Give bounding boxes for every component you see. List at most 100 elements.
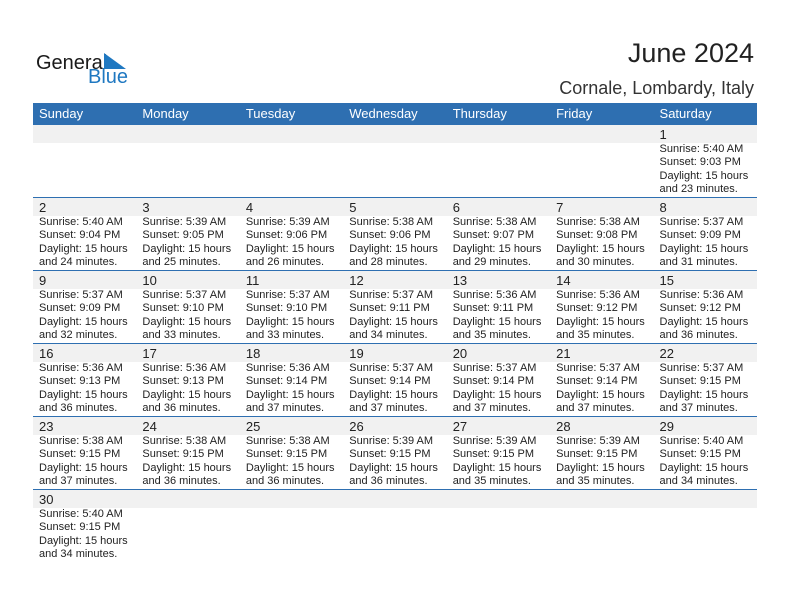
daylight-text: Daylight: 15 hours bbox=[245, 461, 335, 474]
weekday-wednesday: Wednesday bbox=[349, 106, 418, 121]
sunset-text: Sunset: 9:06 PM bbox=[245, 229, 328, 242]
daylight-text: Daylight: 15 hours bbox=[142, 242, 232, 255]
daylight-text: Daylight: 15 hours bbox=[452, 315, 542, 328]
day-cell: 3 Sunrise: 5:39 AM Sunset: 9:05 PM Daylight… bbox=[136, 198, 239, 270]
logo: General Blue bbox=[36, 50, 136, 90]
sunrise-text: Sunrise: 5:37 AM bbox=[245, 289, 330, 301]
sunrise-text: Sunrise: 5:39 AM bbox=[245, 216, 330, 228]
sunrise-text: Sunrise: 5:37 AM bbox=[659, 216, 744, 228]
daylight-minutes-text: and 24 minutes. bbox=[39, 256, 118, 269]
day-number: 21 bbox=[556, 346, 571, 361]
daylight-minutes-text: and 26 minutes. bbox=[245, 256, 325, 269]
day-cell: 21 Sunrise: 5:37 AM Sunset: 9:14 PM Dayligh… bbox=[550, 344, 653, 416]
day-number: 13 bbox=[452, 273, 468, 288]
sunrise-text: Sunrise: 5:37 AM bbox=[452, 362, 537, 374]
day-cell: 12 Sunrise: 5:37 AM Sunset: 9:11 PM Dayligh… bbox=[343, 271, 446, 343]
daylight-minutes-text: and 36 minutes. bbox=[659, 329, 738, 342]
sunrise-text: Sunrise: 5:39 AM bbox=[556, 435, 640, 447]
daylight-text: Daylight: 15 hours bbox=[142, 388, 232, 401]
daylight-minutes-text: and 35 minutes. bbox=[452, 475, 531, 488]
location-subtitle: Cornale, Lombardy, Italy bbox=[559, 78, 754, 98]
sunset-text: Sunset: 9:10 PM bbox=[245, 302, 328, 315]
day-number: 23 bbox=[39, 419, 54, 434]
daylight-minutes-text: and 37 minutes. bbox=[659, 402, 738, 415]
sunset-text: Sunset: 9:06 PM bbox=[349, 229, 431, 242]
daylight-minutes-text: and 36 minutes. bbox=[142, 475, 221, 488]
empty-cell bbox=[550, 490, 653, 563]
sunset-text: Sunset: 9:03 PM bbox=[659, 156, 741, 169]
sunset-text: Sunset: 9:08 PM bbox=[556, 229, 638, 242]
sunset-text: Sunset: 9:04 PM bbox=[39, 229, 121, 242]
daylight-minutes-text: and 34 minutes. bbox=[659, 475, 738, 488]
day-number: 29 bbox=[659, 419, 674, 434]
sunset-text: Sunset: 9:15 PM bbox=[452, 448, 535, 461]
sunrise-text: Sunrise: 5:37 AM bbox=[349, 289, 434, 301]
sunset-text: Sunset: 9:15 PM bbox=[39, 521, 121, 534]
day-number: 9 bbox=[39, 273, 47, 288]
sunrise-text: Sunrise: 5:38 AM bbox=[556, 216, 640, 228]
day-cell: 2 Sunrise: 5:40 AM Sunset: 9:04 PM Daylight… bbox=[33, 198, 136, 270]
sunset-text: Sunset: 9:11 PM bbox=[349, 302, 430, 315]
day-cell: 9 Sunrise: 5:37 AM Sunset: 9:09 PM Daylight… bbox=[33, 271, 136, 343]
day-number: 30 bbox=[39, 492, 54, 507]
daylight-minutes-text: and 36 minutes. bbox=[142, 402, 221, 415]
week-row: 2 Sunrise: 5:40 AM Sunset: 9:04 PM Daylight… bbox=[33, 198, 757, 271]
day-cell: 13 Sunrise: 5:36 AM Sunset: 9:11 PM Dayligh… bbox=[447, 271, 550, 343]
sunset-text: Sunset: 9:15 PM bbox=[349, 448, 431, 461]
sunrise-text: Sunrise: 5:36 AM bbox=[659, 289, 744, 301]
daylight-minutes-text: and 34 minutes. bbox=[39, 548, 118, 561]
day-cell: 24 Sunrise: 5:38 AM Sunset: 9:15 PM Dayligh… bbox=[136, 417, 239, 489]
day-cell: 8 Sunrise: 5:37 AM Sunset: 9:09 PM Daylight… bbox=[654, 198, 757, 270]
day-number: 5 bbox=[349, 200, 357, 215]
day-cell: 30 Sunrise: 5:40 AM Sunset: 9:15 PM Dayligh… bbox=[33, 490, 136, 563]
day-number: 17 bbox=[142, 346, 157, 361]
daylight-text: Daylight: 15 hours bbox=[556, 461, 645, 474]
sunset-text: Sunset: 9:15 PM bbox=[659, 375, 741, 388]
day-cell: 6 Sunrise: 5:38 AM Sunset: 9:07 PM Daylight… bbox=[447, 198, 550, 270]
sunset-text: Sunset: 9:14 PM bbox=[245, 375, 328, 388]
daylight-text: Daylight: 15 hours bbox=[39, 388, 128, 401]
day-cell: 18 Sunrise: 5:36 AM Sunset: 9:14 PM Dayligh… bbox=[240, 344, 343, 416]
day-cell: 22 Sunrise: 5:37 AM Sunset: 9:15 PM Dayligh… bbox=[654, 344, 757, 416]
daylight-text: Daylight: 15 hours bbox=[349, 315, 438, 328]
logo-triangle-icon bbox=[104, 53, 126, 69]
sunset-text: Sunset: 9:15 PM bbox=[659, 448, 741, 461]
day-cell: 28 Sunrise: 5:39 AM Sunset: 9:15 PM Dayligh… bbox=[550, 417, 653, 489]
empty-cell bbox=[343, 125, 446, 197]
sunrise-text: Sunrise: 5:38 AM bbox=[142, 435, 227, 447]
daylight-minutes-text: and 36 minutes. bbox=[349, 475, 428, 488]
weekday-header: Sunday Monday Tuesday Wednesday Thursday Frid… bbox=[33, 103, 757, 125]
sunrise-text: Sunrise: 5:36 AM bbox=[452, 289, 537, 301]
sunset-text: Sunset: 9:05 PM bbox=[142, 229, 224, 242]
day-number: 1 bbox=[659, 127, 667, 142]
daylight-minutes-text: and 35 minutes. bbox=[452, 329, 531, 342]
daylight-text: Daylight: 15 hours bbox=[245, 315, 335, 328]
sunrise-text: Sunrise: 5:40 AM bbox=[659, 435, 744, 447]
daylight-text: Daylight: 15 hours bbox=[659, 169, 749, 182]
sunset-text: Sunset: 9:07 PM bbox=[452, 229, 535, 242]
empty-cell bbox=[550, 125, 653, 197]
sunset-text: Sunset: 9:14 PM bbox=[556, 375, 638, 388]
sunrise-text: Sunrise: 5:37 AM bbox=[659, 362, 744, 374]
daylight-text: Daylight: 15 hours bbox=[349, 388, 438, 401]
day-number: 8 bbox=[659, 200, 667, 215]
day-cell: 25 Sunrise: 5:38 AM Sunset: 9:15 PM Dayligh… bbox=[240, 417, 343, 489]
daylight-minutes-text: and 36 minutes. bbox=[39, 402, 118, 415]
day-number: 22 bbox=[659, 346, 674, 361]
weekday-tuesday: Tuesday bbox=[245, 106, 296, 121]
daylight-text: Daylight: 15 hours bbox=[659, 315, 749, 328]
sunrise-text: Sunrise: 5:38 AM bbox=[349, 216, 434, 228]
sunset-text: Sunset: 9:15 PM bbox=[142, 448, 224, 461]
day-cell: 19 Sunrise: 5:37 AM Sunset: 9:14 PM Dayligh… bbox=[343, 344, 446, 416]
empty-cell bbox=[654, 490, 757, 563]
sunrise-text: Sunrise: 5:40 AM bbox=[39, 508, 123, 520]
sunset-text: Sunset: 9:14 PM bbox=[349, 375, 431, 388]
day-cell: 23 Sunrise: 5:38 AM Sunset: 9:15 PM Dayligh… bbox=[33, 417, 136, 489]
sunrise-text: Sunrise: 5:37 AM bbox=[556, 362, 640, 374]
empty-cell bbox=[136, 125, 239, 197]
day-cell: 16 Sunrise: 5:36 AM Sunset: 9:13 PM Dayligh… bbox=[33, 344, 136, 416]
weekday-thursday: Thursday bbox=[452, 106, 507, 121]
daylight-minutes-text: and 33 minutes. bbox=[142, 329, 221, 342]
sunset-text: Sunset: 9:12 PM bbox=[659, 302, 741, 315]
day-number: 11 bbox=[245, 273, 260, 288]
